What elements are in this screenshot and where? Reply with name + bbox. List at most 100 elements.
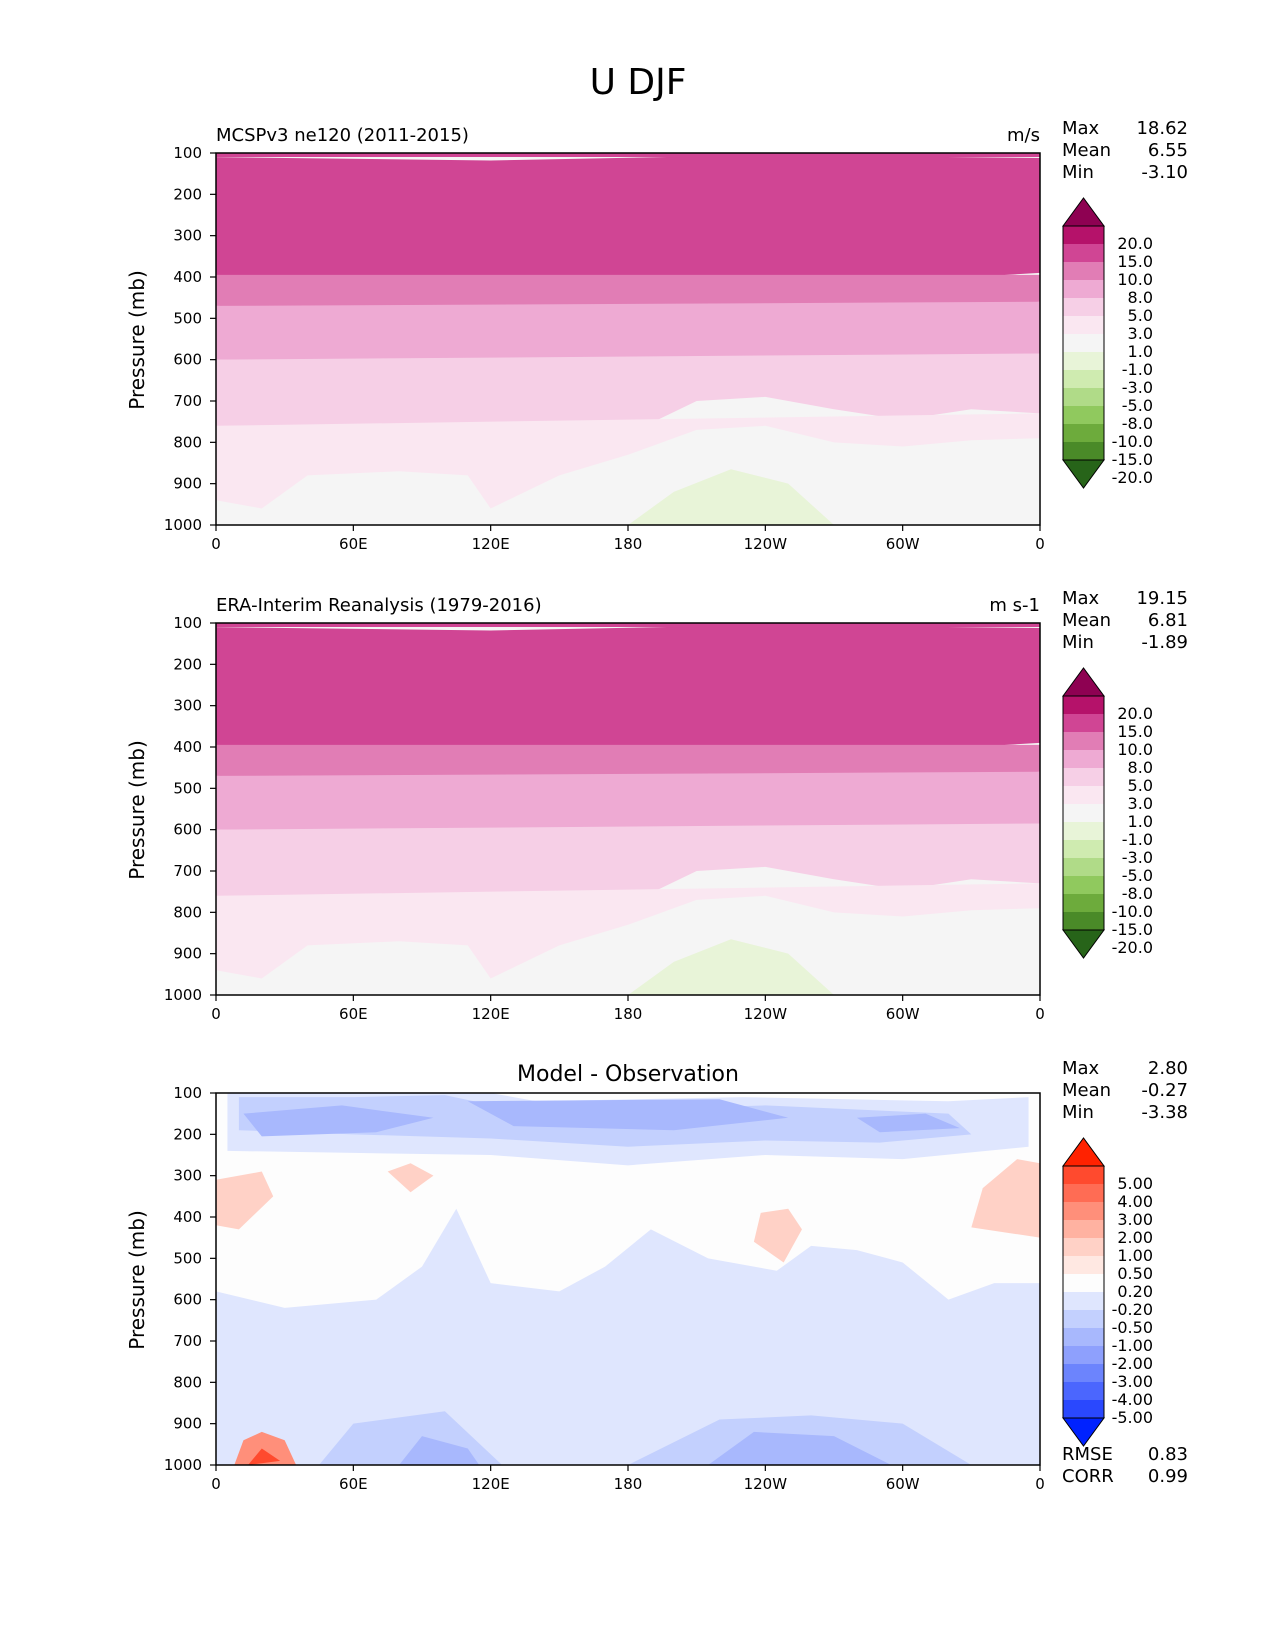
y-axis-label: Pressure (mb) (125, 1210, 149, 1350)
colorbar-segment (1063, 226, 1104, 244)
colorbar-segment (1063, 750, 1104, 768)
contour-region-2 (243, 1105, 434, 1137)
colorbar-tick-label: -3.00 (1112, 1372, 1153, 1391)
axes: 0 60E 120E 180 120W 60W 0 100 200 300 400 500 600 700… (164, 614, 1045, 1023)
stat-value-max: 19.15 (1136, 588, 1188, 609)
contour-region-6 (971, 1159, 1040, 1238)
stat-label-corr: CORR (1062, 1466, 1114, 1487)
colorbar-segment (1063, 1400, 1104, 1418)
colorbar-tick-label: 5.0 (1128, 776, 1153, 795)
stat-value-corr: 0.99 (1148, 1466, 1188, 1487)
colorbar-segment (1063, 262, 1104, 280)
contour-negative-region (628, 939, 834, 995)
y-tick-label: 600 (173, 351, 202, 369)
contour-region-14 (708, 1431, 892, 1465)
colorbar-segment (1063, 858, 1104, 876)
colorbar-tick-label: -1.00 (1112, 1336, 1153, 1355)
colorbar-segment (1063, 876, 1104, 894)
colorbar-segment (1063, 298, 1104, 316)
colorbar: 20.015.010.08.05.03.01.0-1.0-3.0-5.0-8.0… (1062, 197, 1153, 489)
colorbar-tick-label: 3.0 (1128, 324, 1153, 343)
stat-label-rmse: RMSE (1062, 1444, 1113, 1465)
stat-value-mean: 6.55 (1148, 140, 1188, 161)
y-tick-label: 300 (173, 697, 202, 715)
colorbar-tick-label: 1.00 (1117, 1246, 1153, 1265)
y-tick-label: 100 (173, 614, 202, 632)
stat-label-max: Max (1062, 588, 1100, 609)
panel-title: Model - Observation (517, 1062, 739, 1087)
colorbar-tick-label: 15.0 (1117, 722, 1153, 741)
x-tick-label: 0 (1035, 1005, 1045, 1023)
colorbar-tick-label: 15.0 (1117, 252, 1153, 271)
stat-value-max: 2.80 (1148, 1058, 1188, 1079)
x-tick-label: 120E (472, 535, 510, 553)
colorbar-segment (1063, 1310, 1104, 1328)
stat-value-mean: 6.81 (1148, 610, 1188, 631)
x-tick-label: 60W (886, 1475, 920, 1493)
colorbar-segment (1063, 768, 1104, 786)
colorbar-tick-label: 4.00 (1117, 1192, 1153, 1211)
y-tick-label: 700 (173, 392, 202, 410)
plot-area (216, 153, 1040, 525)
colorbar-tick-label: -15.0 (1112, 920, 1153, 939)
colorbar-segment (1063, 1328, 1104, 1346)
colorbar-segment (1063, 1238, 1104, 1256)
colorbar-extend-bottom (1062, 929, 1105, 959)
colorbar-tick-label: -20.0 (1112, 938, 1153, 957)
colorbar-segment (1063, 1220, 1104, 1238)
x-tick-label: 120E (472, 1005, 510, 1023)
y-tick-label: 100 (173, 144, 202, 162)
colorbar-tick-label: 0.20 (1117, 1282, 1153, 1301)
colorbar-segment (1063, 1184, 1104, 1202)
x-tick-label: 0 (211, 1475, 221, 1493)
colorbar-segment (1063, 1292, 1104, 1310)
colorbar: 5.004.003.002.001.000.500.20-0.20-0.50-1… (1062, 1137, 1153, 1447)
x-tick-label: 0 (211, 535, 221, 553)
contour-region-10 (216, 1208, 1040, 1465)
x-tick-label: 60E (339, 1005, 368, 1023)
colorbar-tick-label: 10.0 (1117, 270, 1153, 289)
colorbar-segment (1063, 696, 1104, 714)
panel-title: ERA-Interim Reanalysis (1979-2016) (216, 595, 542, 616)
stat-value-mean: -0.27 (1141, 1080, 1188, 1101)
stat-label-min: Min (1062, 1102, 1094, 1123)
stat-value-min: -3.38 (1141, 1102, 1188, 1123)
colorbar-tick-label: -5.00 (1112, 1408, 1153, 1427)
colorbar-extend-bottom (1062, 1417, 1105, 1447)
colorbar-tick-label: -20.0 (1112, 468, 1153, 487)
colorbar-frame (1062, 1165, 1105, 1419)
colorbar-segment (1063, 244, 1104, 262)
stats-box: Max 2.80 Mean -0.27 Min -3.38 RMSE 0.83 … (1062, 1058, 1188, 1487)
stat-label-mean: Mean (1062, 140, 1111, 161)
colorbar-tick-label: -3.0 (1122, 378, 1153, 397)
colorbar-tick-label: -8.0 (1122, 414, 1153, 433)
y-tick-label: 800 (173, 1373, 202, 1391)
contour-region-7 (753, 1208, 802, 1263)
contour-band-5 (216, 413, 1040, 509)
colorbar-segment (1063, 1382, 1104, 1400)
stat-label-mean: Mean (1062, 610, 1111, 631)
stat-value-max: 18.62 (1136, 118, 1188, 139)
colorbar-tick-label: -4.00 (1112, 1390, 1153, 1409)
colorbar-segment (1063, 442, 1104, 460)
contour-region-5 (216, 1171, 274, 1230)
contour-top-strip (216, 623, 1040, 627)
y-tick-label: 400 (173, 738, 202, 756)
colorbar-segment (1063, 822, 1104, 840)
colorbar-segment (1063, 1256, 1104, 1274)
contour-region-4 (856, 1113, 960, 1133)
contour-top-strip (216, 153, 1040, 157)
x-tick-label: 180 (614, 1475, 643, 1493)
y-tick-label: 800 (173, 433, 202, 451)
colorbar-tick-label: 20.0 (1117, 234, 1153, 253)
x-tick-label: 120W (744, 1005, 788, 1023)
y-tick-label: 400 (173, 1208, 202, 1226)
colorbar-tick-label: -0.50 (1112, 1318, 1153, 1337)
y-tick-label: 1000 (164, 986, 202, 1004)
colorbar-segment (1063, 1166, 1104, 1184)
y-axis-label: Pressure (mb) (125, 740, 149, 880)
colorbar-tick-label: -5.0 (1122, 396, 1153, 415)
plot-area (216, 1093, 1040, 1465)
y-tick-label: 1000 (164, 1456, 202, 1474)
